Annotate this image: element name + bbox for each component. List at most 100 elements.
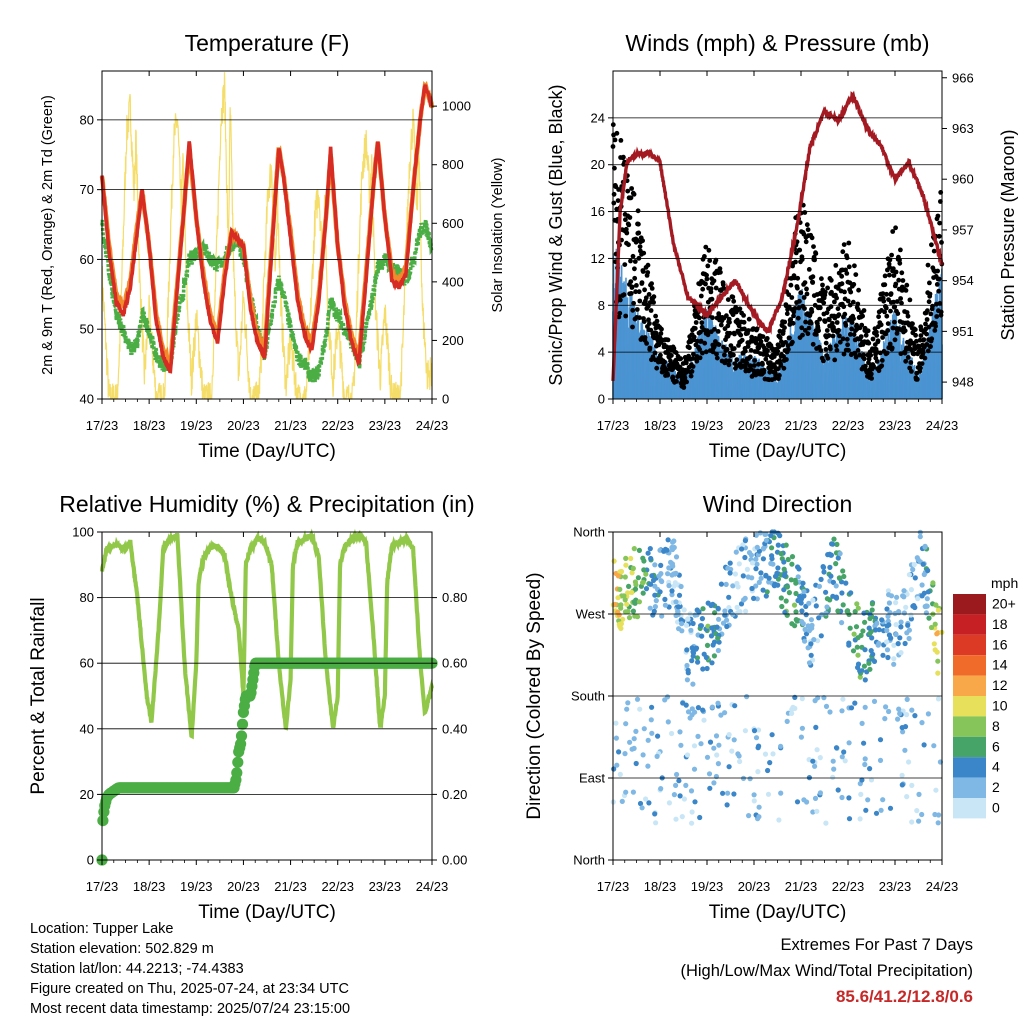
y2-tick-label: 951 [952,324,974,339]
y2-tick-label: 948 [952,375,974,390]
y-tick-label: 4 [598,345,605,360]
legend-swatch [953,594,986,615]
legend-swatch [953,655,986,676]
extremes-values: 85.6/41.2/12.8/0.6 [835,987,973,1006]
y-tick-label: 24 [591,110,605,125]
rh-series [99,528,435,740]
x-tick-label: 20/23 [738,418,771,433]
legend-label: 16 [992,636,1008,652]
station-location: Location: Tupper Lake [30,921,174,937]
most-recent-data: Most recent data timestamp: 2025/07/24 2… [30,1001,351,1017]
x-tick-label: 23/23 [369,418,402,433]
y2-tick-label: 0.80 [442,590,467,605]
legend-swatch [953,798,986,819]
x-tick-label: 17/23 [86,879,119,894]
y2-tick-label: 954 [952,273,974,288]
x-tick-label: 17/23 [86,418,119,433]
legend-swatch [953,777,986,798]
y2-tick-label: 0.40 [442,721,467,736]
chart-title: Wind Direction [703,491,853,517]
x-tick-label: 22/23 [832,418,865,433]
y-axis-label: 2m & 9m T (Red, Orange) & 2m Td (Green) [40,95,56,375]
y-tick-label: 8 [598,298,605,313]
y2-axis-label: Station Pressure (Maroon) [998,129,1018,340]
legend-label: 14 [992,657,1008,673]
x-tick-label: 24/23 [926,418,959,433]
x-axis-label: Time (Day/UTC) [198,902,336,923]
y-tick-label: 16 [591,204,605,219]
y2-tick-label: 0.00 [442,853,467,868]
extremes-subtitle: (High/Low/Max Wind/Total Precipitation) [680,962,973,980]
y-tick-label: 80 [80,112,94,127]
y2-tick-label: 957 [952,222,974,237]
humidity-chart: 0 20 40 60 80 100 0.00 0.20 0.40 0.60 0.80 17/23 18/… [28,491,475,923]
y-tick-label: 40 [80,392,94,407]
legend-swatch [953,634,986,656]
y-tick-label: 70 [80,182,94,197]
legend-swatch [953,614,986,635]
x-tick-label: 23/23 [369,879,402,894]
legend-swatch [953,716,986,737]
figure-created: Figure created on Thu, 2025-07-24, at 23… [30,981,349,997]
x-tick-label: 20/23 [227,879,260,894]
y-tick-label: North [573,525,605,540]
y-tick-label: 80 [80,590,94,605]
speed-legend: mph 20+ 18 16 14 12 10 8 6 4 2 0 [953,575,1018,819]
x-tick-label: 23/23 [879,879,912,894]
extremes-title: Extremes For Past 7 Days [780,936,973,954]
y-tick-label: 0 [598,392,605,407]
x-tick-label: 22/23 [321,418,354,433]
wind-series [612,248,943,399]
legend-label: 4 [992,759,1000,775]
y-axis-label: Percent & Total Rainfall [28,597,49,794]
station-elevation: Station elevation: 502.829 m [30,941,214,957]
y2-tick-label: 800 [442,157,464,172]
y2-tick-label: 963 [952,121,974,136]
y-tick-label: 60 [80,656,94,671]
x-axis-label: Time (Day/UTC) [709,441,847,462]
x-tick-label: 22/23 [832,879,865,894]
chart-title: Relative Humidity (%) & Precipitation (i… [59,491,474,517]
legend-label: 2 [992,779,1000,795]
x-tick-label: 17/23 [597,418,630,433]
legend-label: 10 [992,698,1008,714]
legend-label: 18 [992,616,1008,632]
y-tick-label: West [576,607,606,622]
y-tick-label: 40 [80,721,94,736]
x-tick-label: 19/23 [180,418,213,433]
y-tick-label: 60 [80,252,94,267]
y-tick-label: 0 [87,853,94,868]
legend-label: 0 [992,800,1000,816]
x-tick-label: 19/23 [180,879,213,894]
y-tick-label: 100 [72,525,94,540]
legend-swatch [953,696,986,717]
winds-chart: 0 4 8 12 16 20 24 948 951 954 957 960 963 966 17/23 18/… [546,30,1018,462]
y2-tick-label: 600 [442,216,464,231]
legend-label: 8 [992,718,1000,734]
x-tick-label: 19/23 [691,879,724,894]
pressure-series [611,90,944,381]
legend-swatch [953,757,986,778]
legend-title: mph [991,575,1018,591]
x-tick-label: 20/23 [738,879,771,894]
y-tick-label: 20 [591,157,605,172]
x-tick-label: 24/23 [416,879,449,894]
x-axis-label: Time (Day/UTC) [198,441,336,462]
x-tick-label: 21/23 [785,879,818,894]
x-tick-label: 21/23 [274,879,307,894]
x-tick-label: 21/23 [274,418,307,433]
x-tick-label: 19/23 [691,418,724,433]
x-tick-label: 18/23 [644,418,677,433]
x-tick-label: 24/23 [416,418,449,433]
x-tick-label: 23/23 [879,418,912,433]
y2-tick-label: 0 [442,392,449,407]
extremes-summary: Extremes For Past 7 Days (High/Low/Max W… [680,932,973,1010]
y2-tick-label: 966 [952,70,974,85]
legend-label: 6 [992,738,1000,754]
legend-label: 12 [992,677,1008,693]
x-tick-label: 18/23 [644,879,677,894]
x-tick-label: 18/23 [133,418,166,433]
x-tick-label: 21/23 [785,418,818,433]
x-tick-label: 17/23 [597,879,630,894]
